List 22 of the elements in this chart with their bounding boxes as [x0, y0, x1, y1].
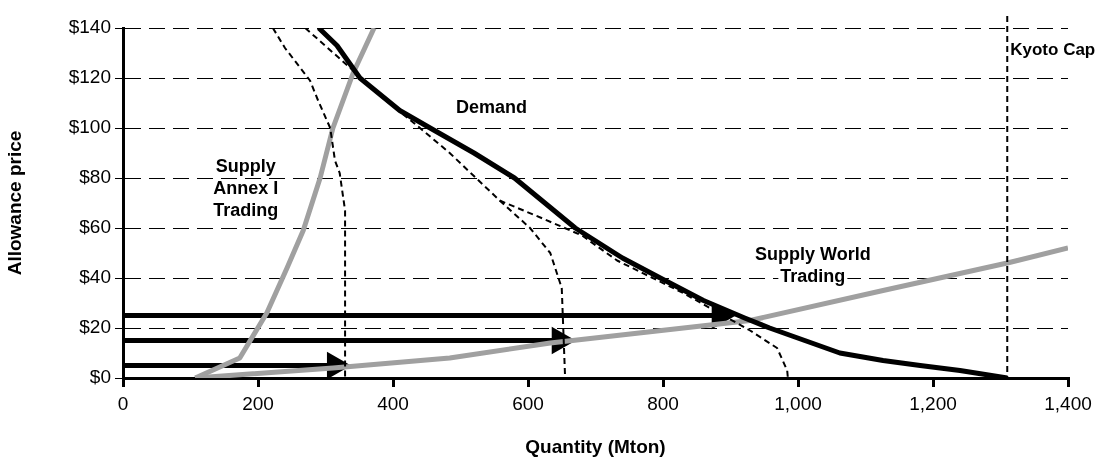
annotation: Supply Annex I Trading: [213, 155, 279, 220]
x-tick-label: 800: [647, 392, 679, 414]
x-tick-label: 400: [377, 392, 409, 414]
x-axis-title: Quantity (Mton): [525, 435, 666, 457]
y-tick-label: $20: [79, 316, 111, 338]
ref-line-label: Kyoto Cap: [1010, 39, 1096, 59]
x-tick-label: 200: [242, 392, 274, 414]
y-tick-label: $120: [68, 66, 111, 88]
y-tick-label: $40: [79, 266, 111, 288]
x-tick-label: 0: [117, 392, 129, 414]
y-tick-label: $140: [68, 16, 111, 38]
y-tick-label: $100: [68, 116, 111, 138]
x-tick-label: 600: [512, 392, 544, 414]
y-tick-label: $0: [89, 366, 111, 388]
x-tick-label: 1,000: [774, 392, 822, 414]
x-tick-label: 1,400: [1044, 392, 1092, 414]
x-tick-label: 1,200: [909, 392, 957, 414]
annotation: Supply World Trading: [755, 243, 871, 286]
y-tick-label: $60: [79, 216, 111, 238]
annotation: Demand: [456, 97, 528, 118]
y-tick-label: $80: [79, 166, 111, 188]
y-axis-title: Allowance price: [3, 130, 25, 276]
